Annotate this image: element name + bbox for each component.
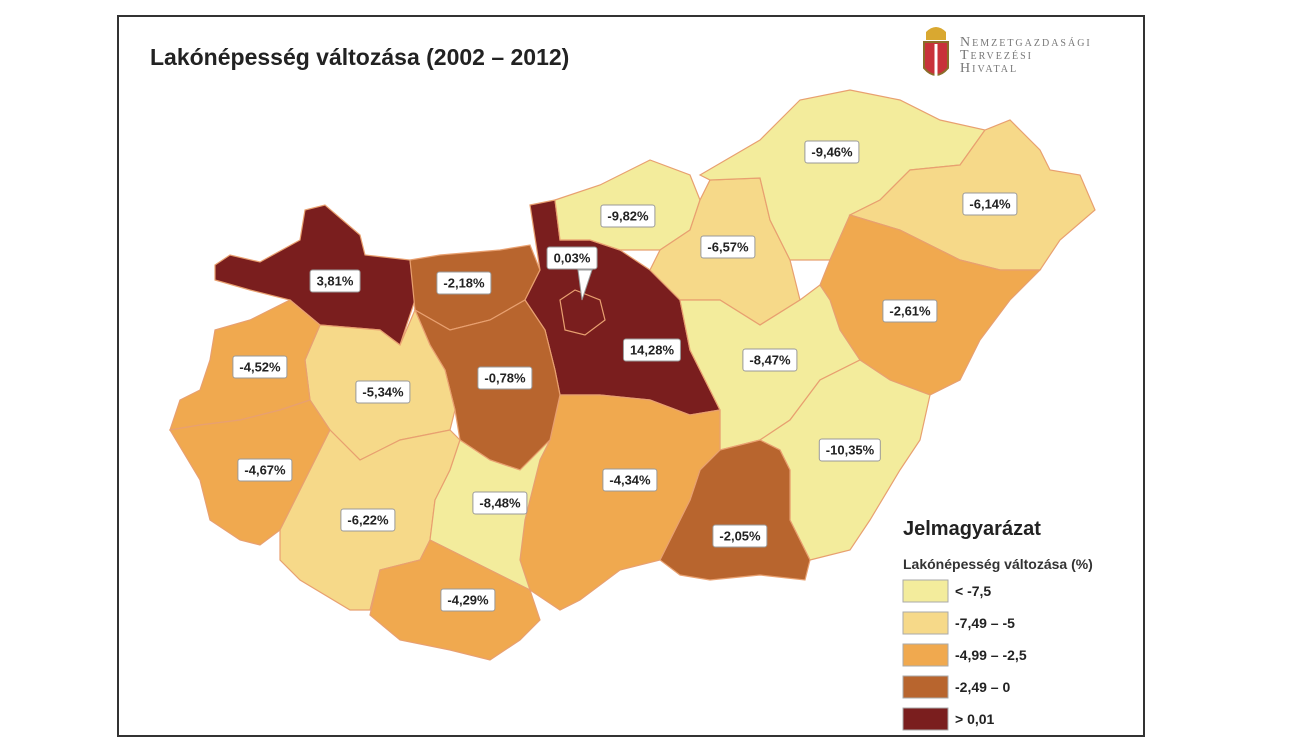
legend-label: -7,49 – -5 — [955, 615, 1015, 631]
county — [559, 289, 606, 336]
legend-subtitle: Lakónépesség változása (%) — [903, 556, 1093, 572]
logo-text: Nemzetgazdasági Tervezési Hivatal — [960, 35, 1092, 76]
region-label: -8,47% — [742, 348, 798, 372]
region-label: -4,52% — [232, 355, 288, 379]
legend-swatch — [902, 579, 949, 603]
region-label: -2,05% — [712, 524, 768, 548]
region-label: -4,29% — [440, 588, 496, 612]
region-label: -6,22% — [340, 508, 396, 532]
legend-swatch — [902, 611, 949, 635]
legend-swatch — [902, 643, 949, 667]
region-label: -8,48% — [472, 491, 528, 515]
label-pointer — [577, 269, 593, 301]
legend-swatch — [902, 707, 949, 731]
legend-label: -2,49 – 0 — [955, 679, 1011, 695]
region-label: -4,34% — [602, 468, 658, 492]
region-label: -2,18% — [436, 271, 492, 295]
legend-title: Jelmagyarázat — [903, 518, 1041, 540]
region-label: 3,81% — [309, 269, 361, 293]
region-label: -2,61% — [882, 299, 938, 323]
region-label: -4,67% — [237, 458, 293, 482]
region-label: -6,14% — [962, 192, 1018, 216]
region-label: -10,35% — [818, 438, 882, 462]
frame — [117, 15, 1145, 737]
region-label: 14,28% — [622, 338, 682, 362]
logo-line: Nemzetgazdasági — [960, 35, 1092, 50]
logo-line: Hivatal — [960, 61, 1019, 76]
region-label: -0,78% — [477, 366, 533, 390]
legend-label: > 0,01 — [955, 711, 995, 727]
legend-swatch — [902, 675, 949, 699]
region-label: 0,03% — [546, 246, 598, 270]
title: Lakónépesség változása (2002 – 2012) — [150, 44, 570, 70]
legend-label: -4,99 – -2,5 — [955, 647, 1027, 663]
region-label: -9,82% — [600, 204, 656, 228]
emblem — [923, 27, 949, 78]
region-label: -5,34% — [355, 380, 411, 404]
legend-label: < -7,5 — [955, 583, 992, 599]
logo-line: Tervezési — [960, 48, 1033, 63]
region-label: -6,57% — [700, 235, 756, 259]
region-label: -9,46% — [804, 140, 860, 164]
